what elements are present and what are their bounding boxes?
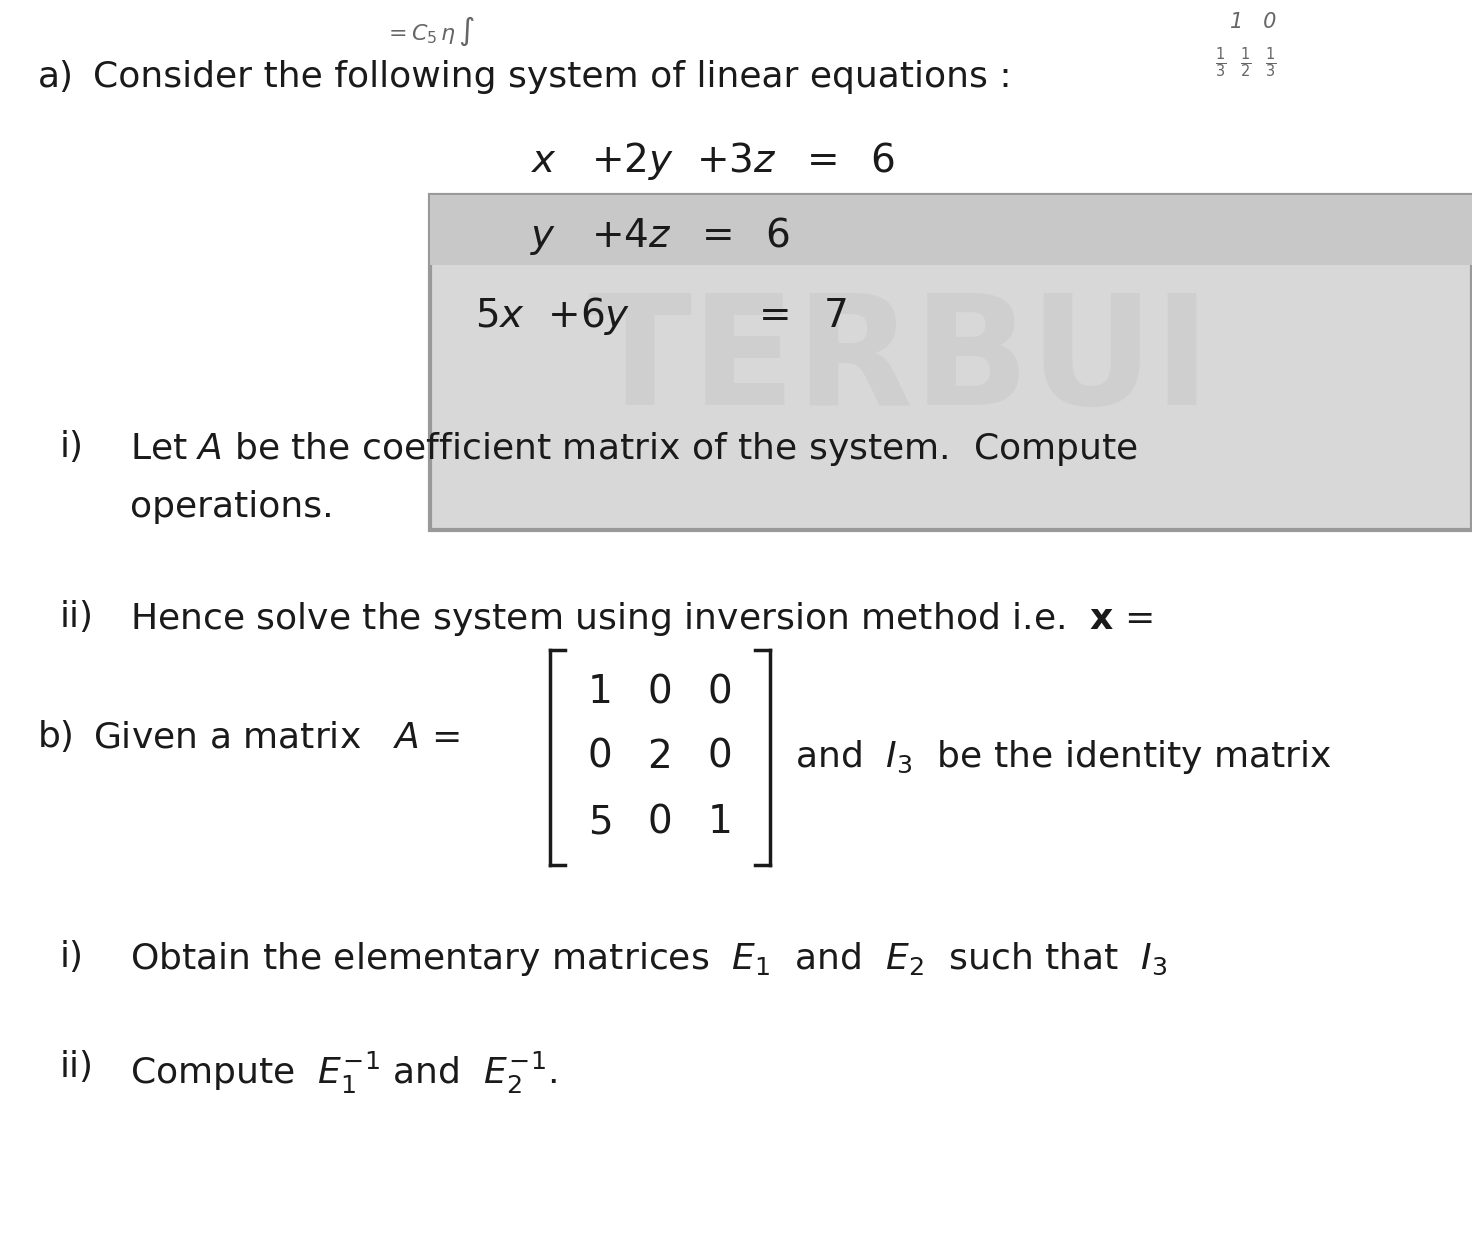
- Text: 5: 5: [587, 803, 612, 842]
- Text: Compute  $E_1^{-1}$ and  $E_2^{-1}$.: Compute $E_1^{-1}$ and $E_2^{-1}$.: [130, 1050, 556, 1096]
- Text: ii): ii): [60, 600, 94, 634]
- Text: operations.: operations.: [130, 491, 334, 525]
- Text: b): b): [38, 720, 75, 754]
- Text: 0: 0: [708, 673, 733, 711]
- Bar: [430, 195, 1472, 530]
- Text: Consider the following system of linear equations :: Consider the following system of linear …: [93, 60, 1011, 94]
- Text: $x$   $+2y$  $+3z$  $=$  $6$: $x$ $+2y$ $+3z$ $=$ $6$: [530, 140, 895, 182]
- Text: 2: 2: [648, 738, 673, 776]
- Text: $= C_5\, \eta\, \int$: $= C_5\, \eta\, \int$: [384, 15, 475, 48]
- Text: 0: 0: [587, 738, 612, 776]
- Bar: [430, 195, 1472, 265]
- Text: 1   0: 1 0: [1231, 13, 1276, 31]
- Text: $5x$  $+6y$          $=$  $7$: $5x$ $+6y$ $=$ $7$: [475, 294, 848, 337]
- Text: Hence solve the system using inversion method i.e.  $\mathbf{x}$ =: Hence solve the system using inversion m…: [130, 600, 1153, 638]
- Text: TERBUI: TERBUI: [587, 288, 1210, 437]
- Text: Obtain the elementary matrices  $E_1$  and  $E_2$  such that  $I_3$: Obtain the elementary matrices $E_1$ and…: [130, 940, 1167, 977]
- Text: $\frac{1}{3}$  $\frac{1}{2}$  $\frac{1}{3}$: $\frac{1}{3}$ $\frac{1}{2}$ $\frac{1}{3}…: [1214, 45, 1276, 79]
- Text: and  $I_3$  be the identity matrix: and $I_3$ be the identity matrix: [795, 738, 1332, 776]
- Text: 0: 0: [648, 673, 673, 711]
- Text: 1: 1: [587, 673, 612, 711]
- Text: 0: 0: [648, 803, 673, 842]
- Text: 0: 0: [708, 738, 733, 776]
- Text: Given a matrix   $A$ =: Given a matrix $A$ =: [93, 720, 459, 754]
- Text: $y$   $+4z$  $=$  $6$: $y$ $+4z$ $=$ $6$: [530, 215, 790, 257]
- Text: ii): ii): [60, 1050, 94, 1084]
- Text: 1: 1: [708, 803, 733, 842]
- Text: Let $A$ be the coefficient matrix of the system.  Compute: Let $A$ be the coefficient matrix of the…: [130, 430, 1138, 468]
- Text: i): i): [60, 430, 84, 464]
- Text: i): i): [60, 940, 84, 974]
- Text: a): a): [38, 60, 74, 94]
